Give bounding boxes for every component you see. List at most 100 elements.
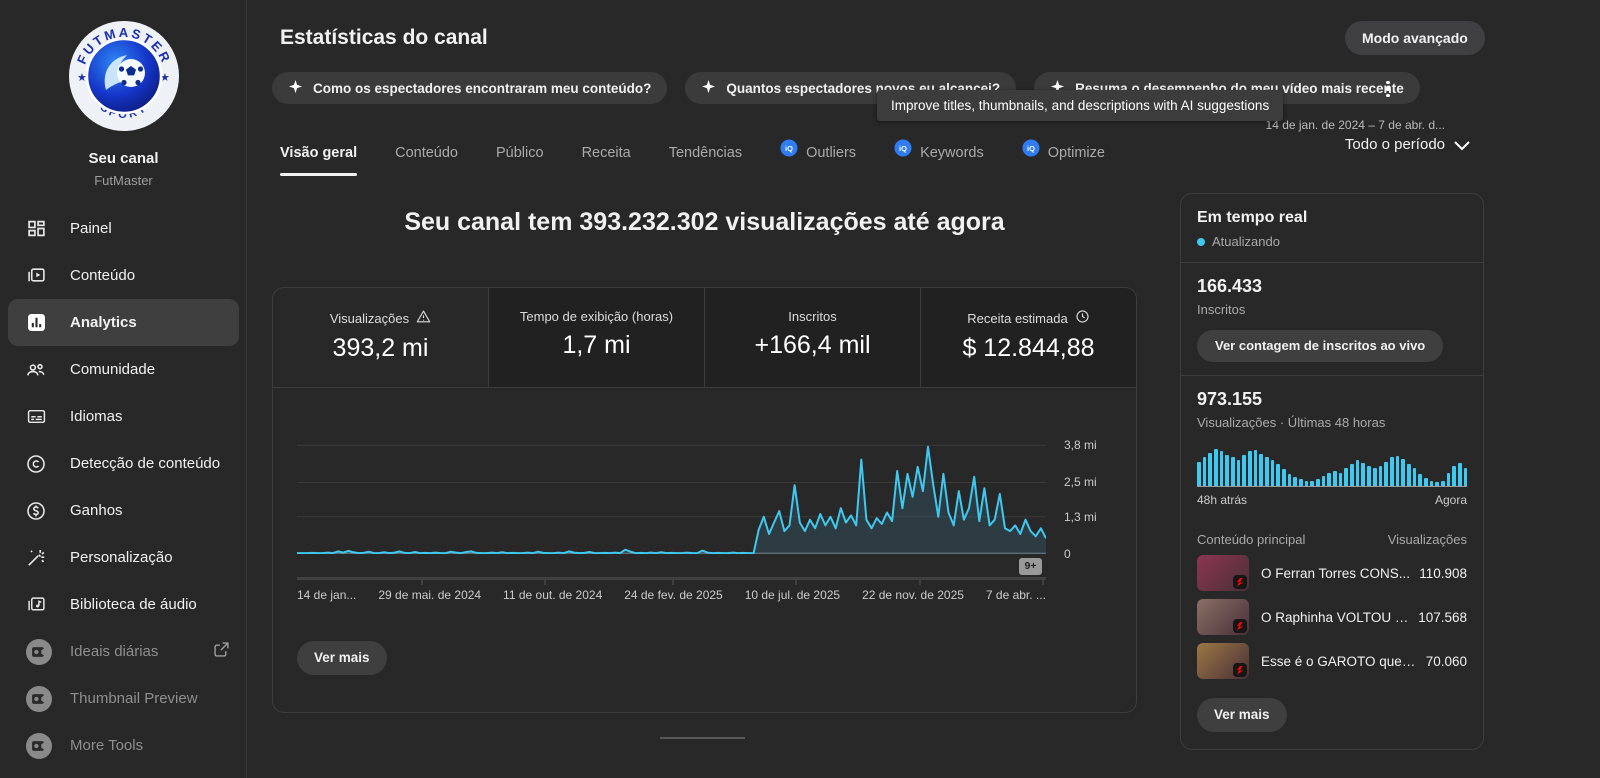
realtime-bar-chart — [1197, 443, 1468, 487]
video-thumbnail — [1197, 643, 1249, 679]
chevron-down-icon[interactable] — [1450, 133, 1474, 157]
metric-tabs: Visualizações 393,2 mi Tempo de exibição… — [273, 288, 1136, 388]
realtime-card: Em tempo real Atualizando 166.433 Inscri… — [1180, 193, 1484, 750]
star-decoration: ★ — [77, 72, 87, 84]
realtime-views-label: Visualizações · Últimas 48 horas — [1197, 415, 1386, 430]
section-divider — [660, 737, 745, 739]
x-tick-label: 11 de out. de 2024 — [503, 588, 603, 602]
video-title: Esse é o GAROTO que o... — [1261, 653, 1418, 669]
video-title: O Ferran Torres CONS... — [1261, 565, 1411, 581]
sidebar-item-ideais-diarias[interactable]: Ideais diárias — [8, 628, 239, 675]
sidebar-item-conteudo[interactable]: Conteúdo — [8, 252, 239, 299]
sidebar-item-analytics[interactable]: Analytics — [8, 299, 239, 346]
more-events-badge[interactable]: 9+ — [1019, 558, 1042, 575]
top-content-row[interactable]: O Raphinha VOLTOU a... 107.568 — [1197, 599, 1467, 635]
star-decoration: ★ — [160, 72, 170, 84]
sidebar-item-painel[interactable]: Painel — [8, 205, 239, 252]
video-title: O Raphinha VOLTOU a... — [1261, 609, 1411, 625]
live-subscriber-count-button[interactable]: Ver contagem de inscritos ao vivo — [1197, 330, 1444, 362]
sidebar: FUTMASTER SPORT ★ ★ Seu canal FutMaster … — [0, 0, 247, 778]
top-content-row[interactable]: Esse é o GAROTO que o... 70.060 — [1197, 643, 1467, 679]
sidebar-item-idiomas[interactable]: Idiomas — [8, 393, 239, 440]
video-views: 70.060 — [1425, 653, 1467, 669]
realtime-bar — [1395, 456, 1400, 486]
metric-visualizacoes[interactable]: Visualizações 393,2 mi — [273, 288, 488, 387]
realtime-status: Atualizando — [1197, 234, 1467, 249]
metric-tempo-exibicao[interactable]: Tempo de exibição (horas) 1,7 mi — [488, 288, 704, 387]
realtime-title: Em tempo real — [1197, 209, 1308, 226]
tab-visao-geral[interactable]: Visão geral — [280, 130, 358, 176]
realtime-bar — [1225, 455, 1230, 486]
realtime-bar — [1440, 480, 1445, 486]
sidebar-item-ganhos[interactable]: Ganhos — [8, 487, 239, 534]
tab-tendencias[interactable]: Tendências — [668, 145, 743, 161]
sidebar-item-label: Biblioteca de áudio — [70, 596, 197, 613]
realtime-bar — [1310, 480, 1315, 486]
realtime-bar — [1248, 450, 1252, 486]
svg-text:iQ: iQ — [785, 144, 793, 153]
realtime-bar — [1446, 472, 1451, 486]
see-more-button[interactable]: Ver mais — [297, 641, 387, 675]
sidebar-item-biblioteca[interactable]: Biblioteca de áudio — [8, 581, 239, 628]
video-views: 107.568 — [1418, 609, 1467, 625]
sidebar-item-thumbnail-preview[interactable]: Thumbnail Preview — [8, 675, 239, 722]
realtime-bar — [1321, 476, 1326, 486]
realtime-bar — [1435, 481, 1439, 486]
tab-receita[interactable]: Receita — [581, 145, 631, 161]
realtime-bar — [1418, 473, 1422, 486]
realtime-bar — [1406, 464, 1411, 486]
metric-inscritos[interactable]: Inscritos +166,4 mil — [704, 288, 920, 387]
sidebar-item-comunidade[interactable]: Comunidade — [8, 346, 239, 393]
realtime-bar — [1372, 468, 1377, 486]
warning-icon — [416, 309, 431, 327]
sidebar-item-label: Ganhos — [70, 502, 123, 519]
sidebar-item-label: Analytics — [70, 314, 137, 331]
sidebar-item-label: Ideais diárias — [70, 643, 159, 660]
audio-library-icon — [26, 595, 46, 615]
advanced-mode-button[interactable]: Modo avançado — [1345, 21, 1485, 55]
realtime-subscribers-count: 166.433 — [1197, 276, 1263, 296]
page-title: Estatísticas do canal — [280, 26, 488, 49]
tab-optimize[interactable]: iQ Optimize — [1022, 130, 1105, 176]
sidebar-item-label: Painel — [70, 220, 112, 237]
sidebar-menu: Painel Conteúdo Analytics Comunidade Idi… — [0, 205, 247, 769]
realtime-bar — [1304, 480, 1309, 486]
realtime-see-more-button[interactable]: Ver mais — [1197, 698, 1287, 732]
sidebar-item-more-tools[interactable]: More Tools — [8, 722, 239, 769]
realtime-bar — [1350, 464, 1354, 486]
tab-outliers[interactable]: iQ Outliers — [780, 130, 856, 176]
realtime-bar — [1293, 477, 1298, 486]
tab-publico[interactable]: Público — [496, 145, 544, 161]
tab-conteudo[interactable]: Conteúdo — [395, 145, 458, 161]
magic-wand-icon — [26, 548, 46, 568]
sparkle-icon — [288, 79, 303, 97]
metric-receita-estimada[interactable]: Receita estimada $ 12.844,88 — [920, 288, 1136, 387]
realtime-bar — [1463, 467, 1468, 486]
realtime-bar — [1219, 450, 1224, 486]
y-tick-label: 3,8 mi — [1064, 438, 1097, 453]
more-options-kebab-icon[interactable] — [1378, 76, 1398, 102]
x-tick-label: 7 de abr. ... — [985, 588, 1046, 602]
realtime-bar — [1299, 479, 1303, 486]
sidebar-item-personalizacao[interactable]: Personalização — [8, 534, 239, 581]
tab-keywords[interactable]: iQ Keywords — [894, 130, 984, 176]
sidebar-item-label: Thumbnail Preview — [70, 690, 198, 707]
top-content-row[interactable]: O Ferran Torres CONS... 110.908 — [1197, 555, 1467, 591]
date-range-selector[interactable]: 14 de jan. de 2024 – 7 de abr. d... Todo… — [1097, 118, 1445, 153]
realtime-bar — [1338, 472, 1343, 486]
video-views: 110.908 — [1419, 565, 1467, 581]
chip-how-viewers-found[interactable]: Como os espectadores encontraram meu con… — [272, 72, 668, 104]
views-headline: Seu canal tem 393.232.302 visualizações … — [404, 208, 1005, 236]
sidebar-item-label: More Tools — [70, 737, 144, 754]
realtime-bar — [1270, 459, 1275, 486]
channel-avatar[interactable]: FUTMASTER SPORT ★ ★ — [0, 20, 247, 137]
realtime-bar — [1259, 454, 1264, 486]
sidebar-item-deteccao[interactable]: Detecção de conteúdo — [8, 440, 239, 487]
realtime-bar — [1384, 461, 1388, 486]
extension-icon — [26, 638, 52, 665]
sidebar-item-label: Conteúdo — [70, 267, 136, 284]
realtime-bar — [1361, 463, 1366, 486]
sidebar-item-label: Detecção de conteúdo — [70, 455, 221, 472]
x-tick-label: 24 de fev. de 2025 — [624, 588, 723, 602]
sidebar-item-label: Idiomas — [70, 408, 123, 425]
